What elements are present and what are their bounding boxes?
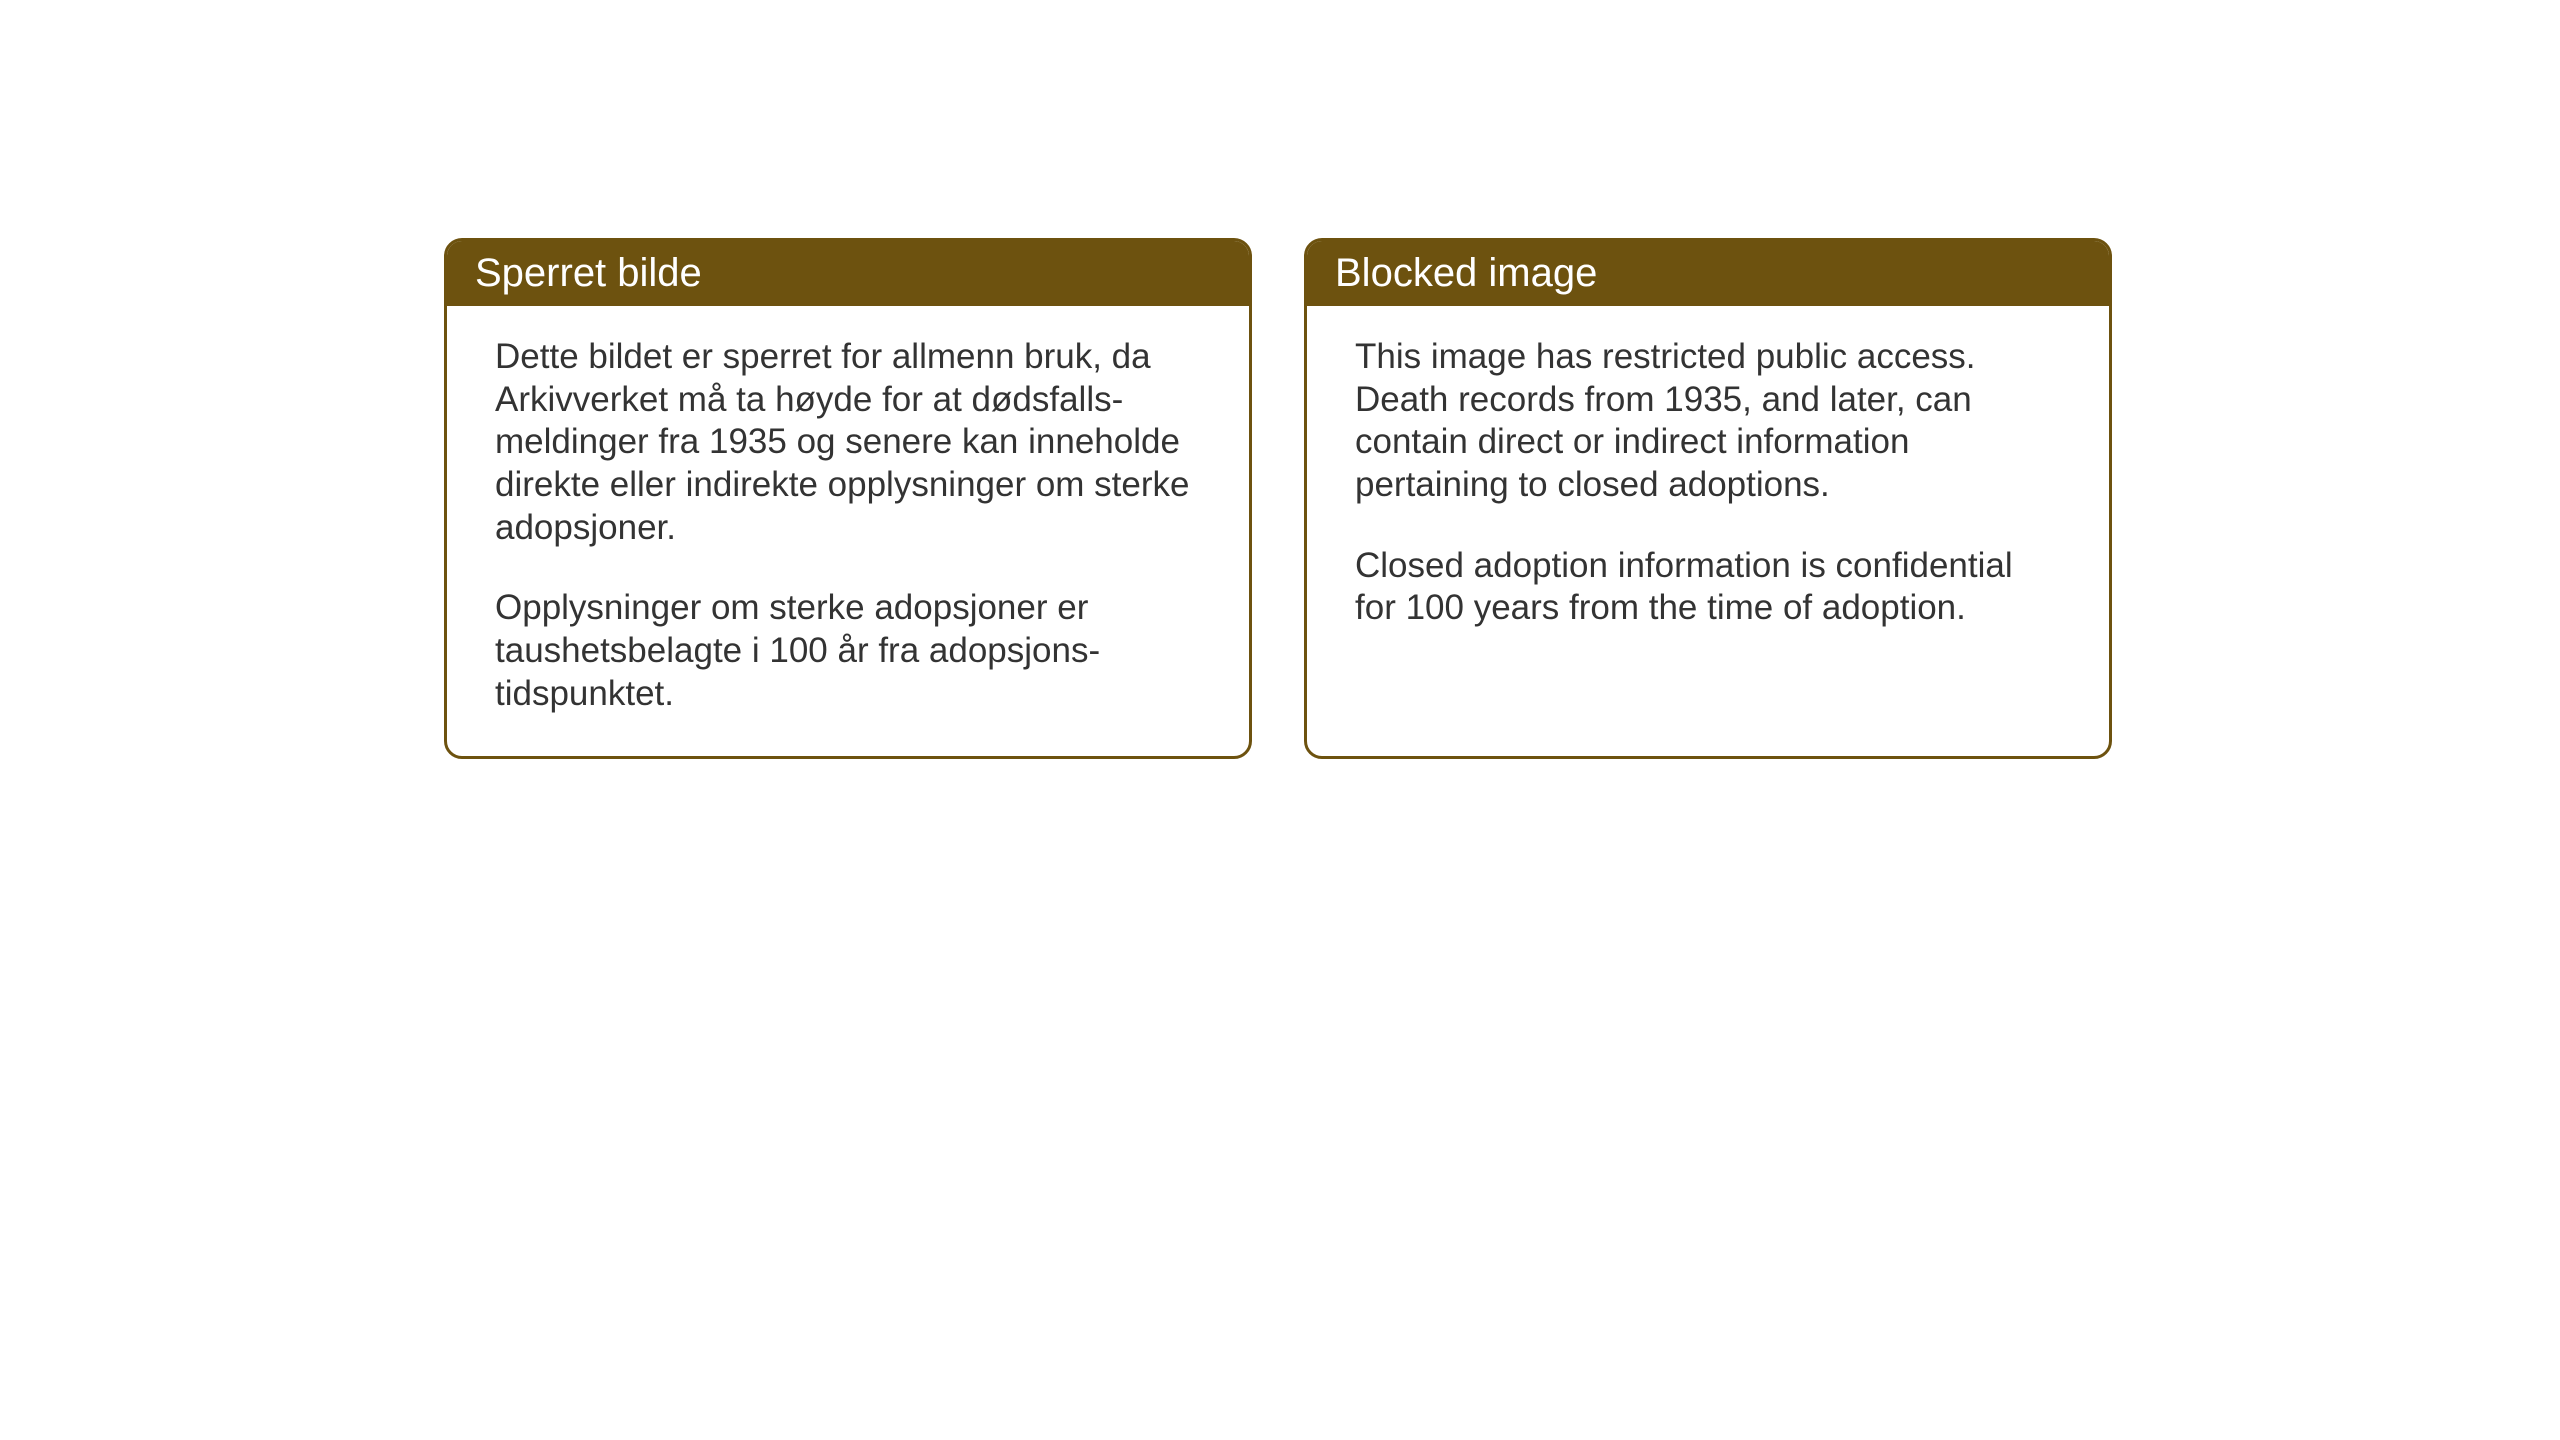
paragraph-english-2: Closed adoption information is confident… [1355, 545, 2061, 630]
notice-container: Sperret bilde Dette bildet er sperret fo… [444, 238, 2112, 759]
notice-card-english: Blocked image This image has restricted … [1304, 238, 2112, 759]
card-header-english: Blocked image [1307, 241, 2109, 306]
card-body-norwegian: Dette bildet er sperret for allmenn bruk… [447, 306, 1249, 756]
notice-card-norwegian: Sperret bilde Dette bildet er sperret fo… [444, 238, 1252, 759]
paragraph-norwegian-1: Dette bildet er sperret for allmenn bruk… [495, 336, 1201, 549]
card-header-norwegian: Sperret bilde [447, 241, 1249, 306]
paragraph-norwegian-2: Opplysninger om sterke adopsjoner er tau… [495, 587, 1201, 715]
card-body-english: This image has restricted public access.… [1307, 306, 2109, 670]
paragraph-english-1: This image has restricted public access.… [1355, 336, 2061, 507]
